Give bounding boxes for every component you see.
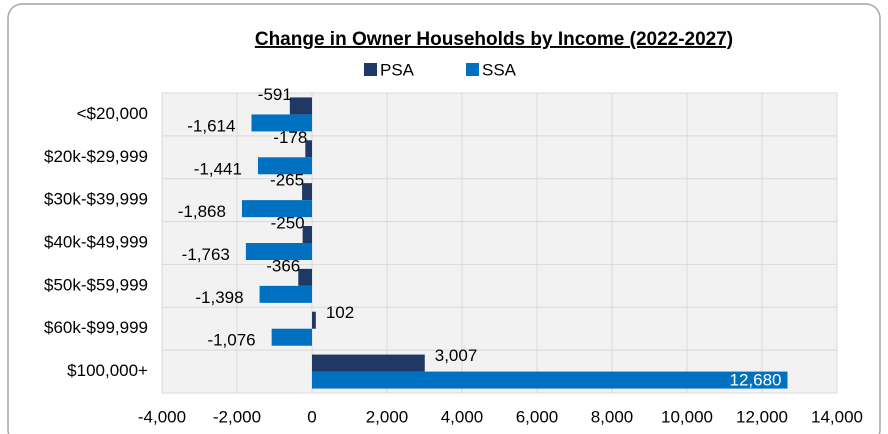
data-label: -265 <box>270 171 304 190</box>
x-tick-label: 10,000 <box>661 407 713 426</box>
bar <box>312 354 425 372</box>
data-label: 102 <box>326 303 354 322</box>
y-tick-label: $60k-$99,999 <box>44 318 148 337</box>
data-label: 3,007 <box>435 346 478 365</box>
bar <box>312 371 788 389</box>
bar <box>289 97 312 115</box>
x-tick-label: 8,000 <box>591 407 634 426</box>
data-label: -1,076 <box>207 331 255 350</box>
y-tick-label: $40k-$49,999 <box>44 232 148 251</box>
legend-swatch <box>466 63 479 76</box>
bar <box>302 226 312 243</box>
x-tick-label: 6,000 <box>516 407 559 426</box>
data-label: -1,398 <box>195 288 243 307</box>
data-label: -250 <box>271 213 305 232</box>
bar <box>302 183 312 201</box>
y-tick-label: <$20,000 <box>77 104 148 123</box>
y-tick-label: $30k-$39,999 <box>44 190 148 209</box>
bar <box>312 311 316 329</box>
data-label: 12,680 <box>730 371 782 390</box>
legend-label: PSA <box>380 60 415 79</box>
legend-swatch <box>364 63 377 76</box>
data-label: -591 <box>258 85 292 104</box>
bar <box>245 243 312 260</box>
data-label: -1,614 <box>187 116 235 135</box>
x-tick-label: 12,000 <box>736 407 788 426</box>
bar <box>251 114 312 132</box>
bar <box>241 200 312 218</box>
data-label: -178 <box>273 128 307 147</box>
x-tick-label: -4,000 <box>138 407 186 426</box>
bar <box>298 268 312 286</box>
x-tick-label: 2,000 <box>366 407 409 426</box>
chart-title: Change in Owner Households by Income (20… <box>255 29 733 50</box>
bar <box>257 157 312 175</box>
x-tick-label: 0 <box>307 407 316 426</box>
data-label: -366 <box>266 256 300 275</box>
x-tick-label: 4,000 <box>441 407 484 426</box>
bar <box>305 140 312 158</box>
bar <box>259 285 312 303</box>
data-label: -1,441 <box>194 159 242 178</box>
data-label: -1,868 <box>178 202 226 221</box>
y-tick-label: $100,000+ <box>67 361 148 380</box>
x-tick-label: -2,000 <box>213 407 261 426</box>
bar <box>271 328 312 346</box>
x-tick-label: 14,000 <box>811 407 863 426</box>
y-tick-label: $50k-$59,999 <box>44 275 148 294</box>
data-label: -1,763 <box>182 245 230 264</box>
legend-label: SSA <box>482 60 517 79</box>
y-tick-label: $20k-$29,999 <box>44 147 148 166</box>
